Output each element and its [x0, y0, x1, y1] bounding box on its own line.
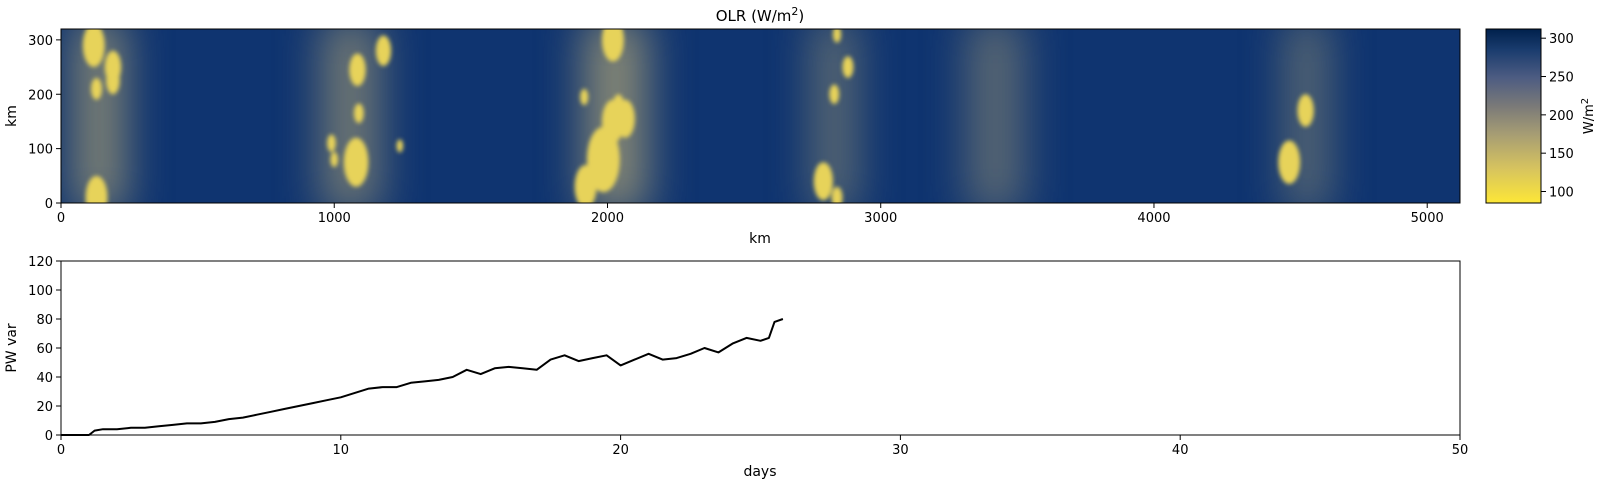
convective-cell-21	[829, 84, 840, 105]
olr-colorbar-tick-label: 100	[1549, 186, 1574, 201]
convective-cell-9	[330, 151, 339, 168]
pw-x-tick-label: 0	[57, 443, 65, 458]
olr-colorbar-tick-label: 250	[1549, 71, 1574, 86]
olr-colorbar-label-main: W/m	[1582, 104, 1597, 134]
olr-background	[61, 29, 1460, 203]
convective-cell-15	[574, 164, 597, 203]
olr-x-tick-label: 5000	[1411, 211, 1444, 226]
pw-x-axis-label: days	[743, 464, 776, 480]
convective-cell-23	[831, 186, 843, 203]
olr-x-tick-label: 1000	[318, 211, 351, 226]
pw-y-tick-label: 0	[45, 429, 53, 444]
olr-convective-cells	[82, 29, 1314, 203]
pw-x-tick-label: 10	[333, 443, 350, 458]
olr-y-axis-label: km	[4, 105, 20, 127]
olr-x-tick-label: 4000	[1137, 211, 1170, 226]
olr-x-tick-label: 0	[57, 211, 65, 226]
pw-y-tick-label: 20	[36, 400, 53, 415]
convective-cell-20	[842, 56, 854, 78]
convective-cell-2	[106, 67, 120, 95]
pw-panel: 0 10 20 30 40 50 0 20 40 60 80 100 120 days PW var	[4, 255, 1468, 480]
olr-title-main: OLR (W/m	[716, 7, 792, 25]
pw-y-axis-label: PW var	[4, 323, 20, 373]
pw-var-series-line	[61, 318, 784, 436]
olr-colorbar-tick-label: 200	[1549, 109, 1574, 124]
olr-title: OLR (W/m2)	[716, 5, 805, 25]
pw-plot-frame	[60, 260, 1461, 436]
convective-cell-19	[832, 29, 842, 43]
pw-x-tick-label: 50	[1452, 443, 1469, 458]
olr-x-axis: 0 1000 2000 3000 4000 5000	[57, 203, 1444, 226]
convective-cell-4	[85, 175, 108, 203]
pw-y-tick-label: 100	[28, 284, 53, 299]
olr-colorbar-tick-label: 300	[1549, 32, 1574, 47]
olr-colorbar-gradient	[1485, 28, 1542, 204]
olr-heatmap	[61, 29, 1460, 203]
olr-x-tick-label: 3000	[864, 211, 897, 226]
pw-y-tick-label: 120	[28, 255, 53, 270]
pw-y-tick-label: 60	[36, 342, 53, 357]
convective-cell-17	[612, 94, 624, 116]
olr-title-sup: 2	[791, 5, 798, 18]
convective-cell-3	[91, 77, 102, 100]
olr-x-tick-label: 2000	[591, 211, 624, 226]
pw-y-axis: 0 20 40 60 80 100 120	[28, 255, 61, 444]
pw-x-tick-label: 30	[892, 443, 909, 458]
convective-cell-10	[375, 35, 392, 66]
convective-cell-11	[396, 139, 404, 153]
cloud-band-4	[968, 29, 1023, 203]
convective-cell-22	[813, 162, 833, 201]
pw-y-tick-label: 40	[36, 371, 53, 386]
olr-title-close: )	[798, 7, 804, 25]
convective-cell-8	[327, 134, 336, 152]
convective-cell-25	[1297, 94, 1314, 127]
olr-colorbar-tick-label: 150	[1549, 147, 1574, 162]
olr-heatmap-frame	[60, 28, 1461, 204]
convective-cell-14	[586, 126, 620, 193]
olr-y-tick-label: 100	[28, 143, 53, 158]
olr-x-axis-label: km	[749, 231, 771, 247]
olr-colorbar-label: W/m2	[1580, 98, 1597, 134]
olr-y-axis: 0 100 200 300	[28, 34, 61, 212]
convective-cell-0	[82, 29, 105, 68]
convective-cell-18	[580, 88, 589, 106]
olr-colorbar-label-sup: 2	[1580, 98, 1591, 104]
convective-cell-6	[353, 103, 364, 124]
convective-cell-7	[343, 137, 369, 187]
convective-cell-5	[349, 53, 366, 87]
olr-y-tick-label: 0	[45, 197, 53, 212]
pw-x-tick-label: 20	[612, 443, 629, 458]
convective-cell-12	[602, 29, 624, 62]
pw-y-tick-label: 80	[36, 313, 53, 328]
pw-x-axis: 0 10 20 30 40 50	[57, 435, 1468, 458]
olr-panel: OLR (W/m2) 0 1000 2000 3000 4000 5000 0100200…	[4, 5, 1597, 247]
olr-y-tick-label: 300	[28, 34, 53, 49]
olr-y-tick-label: 200	[28, 88, 53, 103]
olr-colorbar-ticks: 100 150 200 250 300	[1541, 32, 1574, 201]
pw-x-tick-label: 40	[1172, 443, 1189, 458]
convective-cell-24	[1278, 140, 1301, 184]
olr-colorbar: 100 150 200 250 300 W/m2	[1485, 28, 1597, 204]
